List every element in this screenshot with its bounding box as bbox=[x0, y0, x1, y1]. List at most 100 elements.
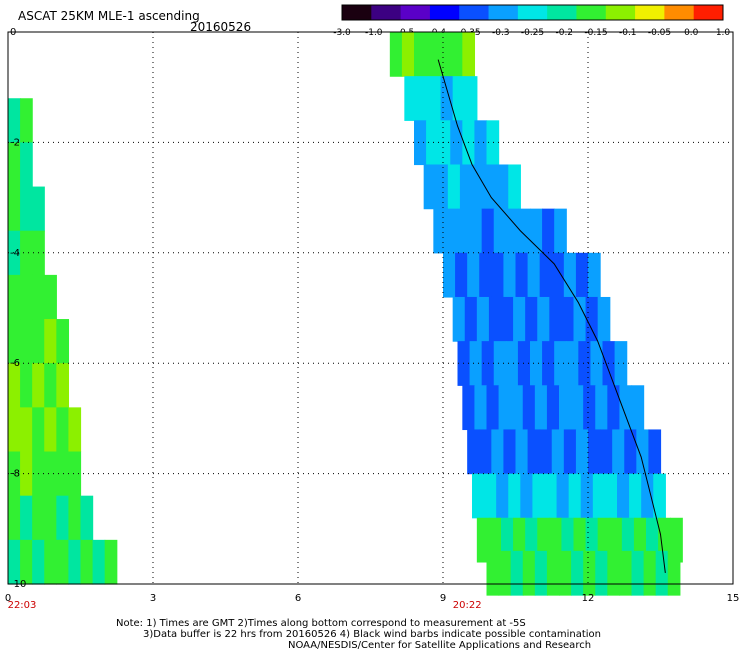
heatmap-cell bbox=[575, 429, 589, 475]
colorbar-swatch bbox=[576, 5, 607, 20]
heatmap-cell bbox=[578, 341, 592, 386]
time-label: 22:03 bbox=[8, 600, 37, 611]
heatmap-cell bbox=[614, 341, 628, 386]
heatmap-cell bbox=[527, 429, 541, 475]
heatmap-cell bbox=[667, 550, 681, 596]
plot-frame bbox=[7, 31, 734, 585]
heatmap-cell bbox=[435, 164, 449, 210]
heatmap-cell bbox=[452, 76, 466, 121]
heatmap-cell bbox=[522, 550, 536, 596]
heatmap-cell bbox=[522, 385, 536, 431]
heatmap-cell bbox=[8, 451, 21, 497]
heatmap-cell bbox=[583, 385, 596, 431]
heatmap-cell bbox=[20, 495, 33, 541]
heatmap-cell bbox=[20, 451, 33, 497]
heatmap-cell bbox=[8, 319, 21, 364]
heatmap-cell bbox=[20, 319, 33, 364]
heatmap-cell bbox=[551, 429, 565, 475]
heatmap-cell bbox=[389, 32, 403, 77]
heatmap-cell bbox=[534, 550, 548, 596]
x-tick-label: 3 bbox=[150, 593, 156, 604]
heatmap-cell bbox=[539, 252, 553, 298]
heatmap-cell bbox=[476, 517, 490, 563]
heatmap-cell bbox=[438, 32, 451, 77]
heatmap-cell bbox=[563, 252, 577, 298]
heatmap-cell bbox=[80, 495, 94, 541]
colorbar-swatch bbox=[547, 5, 577, 20]
heatmap-cell bbox=[44, 495, 57, 541]
colorbar-label: -0.2 bbox=[555, 28, 573, 38]
heatmap-cell bbox=[44, 451, 57, 497]
heatmap-cell bbox=[624, 429, 637, 475]
heatmap-cell bbox=[443, 252, 456, 298]
heatmap-cell bbox=[32, 407, 45, 453]
heatmap-cell bbox=[414, 120, 427, 166]
heatmap-cell bbox=[32, 274, 45, 320]
heatmap-cell bbox=[8, 274, 21, 320]
heatmap-cells bbox=[8, 32, 683, 596]
heatmap-cell bbox=[636, 429, 650, 475]
heatmap-cell bbox=[455, 252, 468, 298]
heatmap-cell bbox=[32, 363, 45, 408]
heatmap-cell bbox=[542, 208, 555, 254]
heatmap-cell bbox=[457, 208, 471, 254]
heatmap-cell bbox=[563, 429, 577, 475]
heatmap-cell bbox=[428, 76, 442, 121]
heatmap-cell bbox=[32, 495, 45, 541]
heatmap-cell bbox=[459, 164, 473, 210]
heatmap-cell bbox=[655, 550, 669, 596]
heatmap-cell bbox=[508, 164, 521, 210]
heatmap-cell bbox=[629, 473, 642, 519]
x-tick-label: 0 bbox=[5, 593, 11, 604]
y-tick-label: -6 bbox=[10, 358, 20, 369]
heatmap-cell bbox=[491, 429, 505, 475]
heatmap-cell bbox=[8, 539, 21, 585]
heatmap-cell bbox=[104, 539, 118, 585]
heatmap-cell bbox=[447, 164, 461, 210]
heatmap-cell bbox=[571, 550, 584, 596]
heatmap-cell bbox=[575, 252, 589, 298]
heatmap-cell bbox=[508, 473, 521, 519]
heatmap-cell bbox=[68, 539, 82, 585]
heatmap-cell bbox=[648, 429, 662, 475]
heatmap-cell bbox=[44, 407, 57, 453]
heatmap-cell bbox=[617, 473, 630, 519]
heatmap-cell bbox=[426, 120, 439, 166]
heatmap-cell bbox=[561, 296, 575, 342]
coastline-path bbox=[437, 59, 666, 574]
heatmap-cell bbox=[530, 208, 543, 254]
heatmap-cell bbox=[481, 208, 495, 254]
heatmap-cell bbox=[612, 429, 625, 475]
heatmap-cell bbox=[32, 186, 45, 232]
colorbar-frame bbox=[341, 4, 724, 21]
heatmap-cell bbox=[423, 164, 437, 210]
colorbar-swatch bbox=[693, 5, 724, 20]
heatmap-cell bbox=[588, 429, 601, 475]
heatmap-cell bbox=[520, 473, 534, 519]
heatmap-cell bbox=[44, 539, 57, 585]
heatmap-cell bbox=[8, 98, 21, 143]
heatmap-cell bbox=[8, 363, 21, 408]
colorbar-label: -0.3 bbox=[492, 28, 510, 38]
heatmap-cell bbox=[534, 385, 548, 431]
heatmap-cell bbox=[32, 539, 45, 585]
heatmap-cell bbox=[20, 186, 33, 232]
heatmap-cell bbox=[515, 429, 529, 475]
heatmap-cell bbox=[496, 473, 509, 519]
heatmap-cell bbox=[472, 164, 485, 210]
heatmap-cell bbox=[493, 208, 507, 254]
heatmap-cell bbox=[619, 550, 633, 596]
heatmap-cell bbox=[445, 208, 459, 254]
heatmap-cell bbox=[56, 407, 70, 453]
colorbar-swatch bbox=[371, 5, 402, 20]
colorbar-label: 1.0 bbox=[716, 28, 731, 38]
colorbar-swatch bbox=[517, 5, 548, 20]
heatmap-cell bbox=[498, 550, 512, 596]
heatmap-cell bbox=[568, 473, 582, 519]
heatmap-cell bbox=[474, 120, 488, 166]
heatmap-cell bbox=[20, 230, 33, 276]
heatmap-cell bbox=[631, 385, 645, 431]
heatmap-cell bbox=[517, 341, 531, 386]
heatmap-cell bbox=[517, 208, 531, 254]
